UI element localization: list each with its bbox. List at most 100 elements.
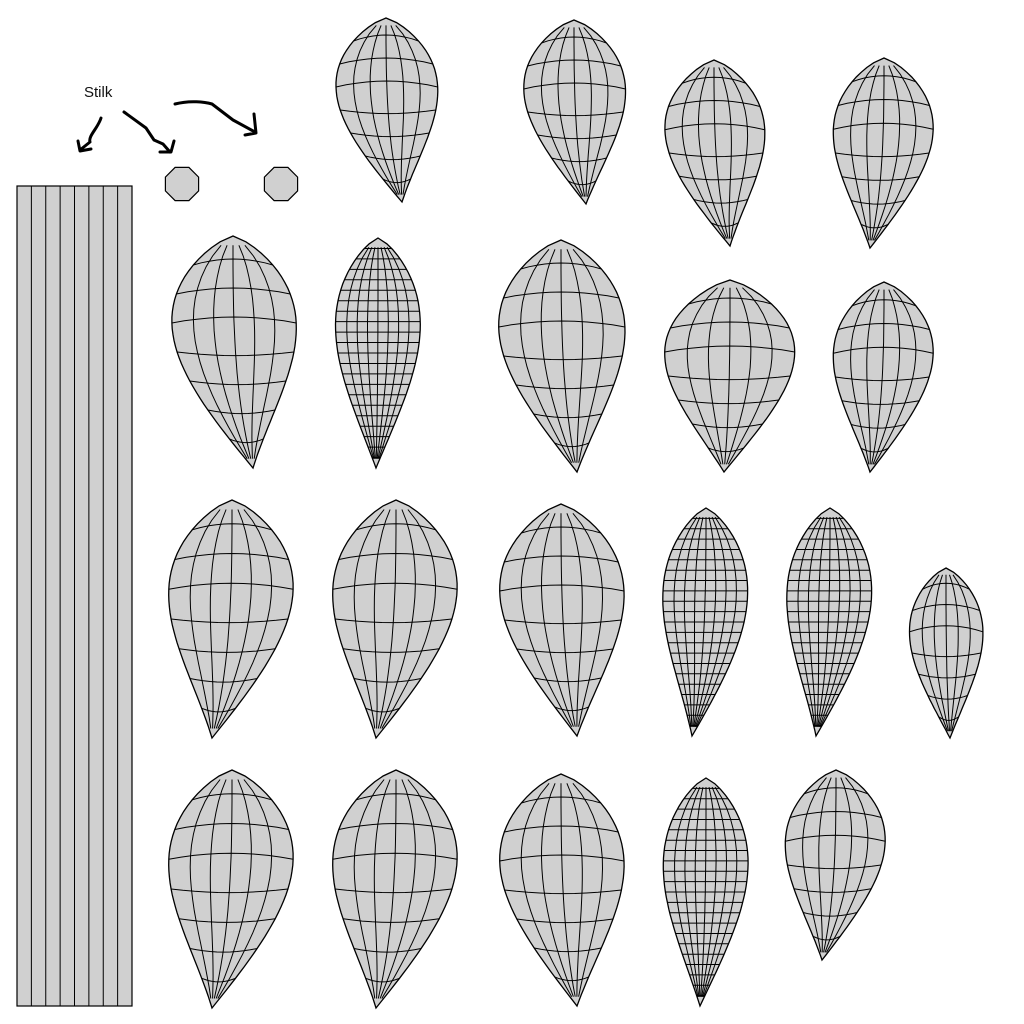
uv-shell-r3-3-column [540, 513, 574, 727]
uv-shell-r1-3-ring [710, 222, 739, 227]
uv-shell-r3-3-ring [554, 706, 589, 712]
uv-shell-r2-5-ring [860, 447, 889, 453]
uv-shell-r4-5 [784, 769, 886, 962]
uv-shell-r4-5-column [802, 777, 827, 953]
uv-shell-r2-4-column [724, 287, 731, 465]
uv-shell-r2-2-column [376, 247, 389, 459]
uv-shell-r1-1 [335, 17, 439, 204]
uv-shell-r3-1-column [209, 509, 227, 729]
arrow-to-cap-2 [173, 100, 258, 137]
uv-shell-r1-2-outline [523, 19, 627, 206]
uv-shell-r4-2 [332, 769, 458, 1010]
uv-shell-r4-5-column [824, 777, 853, 953]
uv-shell-r2-5-outline [832, 281, 934, 474]
uv-shell-r4-3-column [540, 783, 574, 997]
uv-shell-r1-3-ring [693, 199, 748, 204]
uv-shell-r1-2-ring [567, 180, 597, 186]
uv-shell-r1-1-column [395, 25, 421, 195]
uv-shell-r3-1-outline [168, 499, 294, 740]
uv-shell-r4-4-column [701, 786, 717, 997]
uv-shell-r2-5 [832, 281, 934, 474]
stem-caps-group [164, 166, 299, 202]
uv-shell-r4-3-column [560, 783, 576, 997]
uv-shell-r1-3-column [723, 67, 749, 239]
uv-shell-r1-1-outline [335, 17, 439, 204]
stilk-label: Stilk [84, 84, 113, 101]
uv-shell-r2-4-column [686, 287, 722, 465]
uv-shell-r4-1-column [215, 779, 252, 999]
uv-shell-r3-5-column [818, 516, 851, 728]
uv-shell-r3-5-column [816, 516, 828, 727]
stem-cap-1 [164, 166, 200, 202]
uv-shell-r2-3-column [540, 249, 574, 463]
uv-shell-r3-6-column [945, 574, 950, 732]
uv-shell-r2-3-column [566, 249, 584, 463]
uv-shell-r3-4-column [683, 516, 701, 727]
uv-shell-r3-2-column [379, 509, 416, 729]
uv-shell-r2-1-ring [207, 409, 276, 415]
uv-shell-r3-5 [786, 507, 873, 738]
uv-shell-r1-1-column [390, 25, 405, 195]
uv-shell-r3-1-column [213, 509, 233, 729]
uv-shell-r3-2-column [381, 509, 437, 729]
uv-shell-r2-5-column [850, 289, 875, 465]
uv-shell-r3-2 [332, 499, 458, 740]
uv-shell-r3-6-column [949, 574, 959, 732]
uv-shell-r3-4-column [692, 516, 704, 727]
uv-shell-r3-4-column [694, 516, 717, 728]
uv-shell-r1-3-outline [664, 59, 766, 248]
uv-shell-r3-6-column [933, 574, 949, 732]
uv-shell-r1-4-column [871, 65, 885, 241]
uv-shell-r2-1 [171, 235, 297, 470]
uv-shell-r3-5-column [818, 516, 841, 728]
uv-shell-r4-4 [662, 777, 749, 1008]
uv-shell-r1-1-ring [365, 155, 421, 161]
uv-shell-r3-3-column [566, 513, 583, 727]
uv-shell-r1-1-column [385, 25, 401, 195]
uv-shell-r3-1-column [215, 509, 252, 729]
uv-shell-r3-3-column [560, 513, 576, 727]
uv-shell-r3-3 [499, 503, 625, 738]
uv-shell-r1-3-column [681, 67, 726, 239]
uv-shell-r4-3-outline [499, 773, 625, 1008]
uv-shell-r4-5-ring [812, 935, 841, 941]
uv-shell-r4-4-column [702, 786, 738, 998]
uv-shell-r3-6-column [951, 574, 971, 732]
uv-shell-r1-4-outline [832, 57, 934, 250]
uv-shell-r3-2-ring [353, 678, 422, 683]
uv-shell-r3-2-column [377, 509, 397, 729]
uv-shell-r1-1-column [369, 25, 400, 195]
uv-shell-r3-6 [908, 567, 984, 740]
uv-shell-r4-1-column [217, 779, 273, 999]
uv-shell-r3-5-column [797, 516, 822, 727]
uv-shell-r4-5-outline [784, 769, 886, 962]
uv-shell-r1-4-ring [860, 223, 889, 229]
uv-shell-r2-1-column [244, 244, 276, 459]
uv-shell-r1-2 [523, 19, 627, 206]
uv-shell-r3-4-column [693, 517, 707, 727]
uv-shell-r3-3-column [572, 512, 604, 727]
uv-shell-r4-3-column [520, 782, 573, 997]
uv-shell-r1-4-column [866, 65, 880, 241]
uv-shell-r3-3-outline [499, 503, 625, 738]
uv-shell-r4-1-column [213, 779, 233, 999]
uv-shell-r2-5-column [872, 289, 901, 465]
uv-shells-group [168, 17, 984, 1010]
arrow-to-cap-1 [122, 110, 176, 154]
uv-shell-r1-2-column [583, 27, 609, 197]
uv-shell-r1-3-column [713, 67, 729, 239]
uv-shell-r4-5-column [818, 777, 832, 953]
uv-shell-r2-3 [498, 239, 626, 474]
uv-shell-r4-1-outline [168, 769, 294, 1010]
uv-shell-r4-4-column [674, 786, 699, 998]
uv-shell-r4-1-column [209, 779, 227, 999]
uv-shell-r4-2-outline [332, 769, 458, 1010]
uv-shell-r1-2-column [578, 27, 592, 197]
uv-shell-r4-3-column [572, 782, 604, 997]
uv-shell-r2-4-column [727, 287, 773, 465]
uv-shell-r2-2-column [378, 246, 410, 459]
stem-cap-2 [263, 166, 299, 202]
uv-shell-r1-4-column [850, 65, 875, 241]
uv-shell-r2-5-column [873, 289, 917, 465]
